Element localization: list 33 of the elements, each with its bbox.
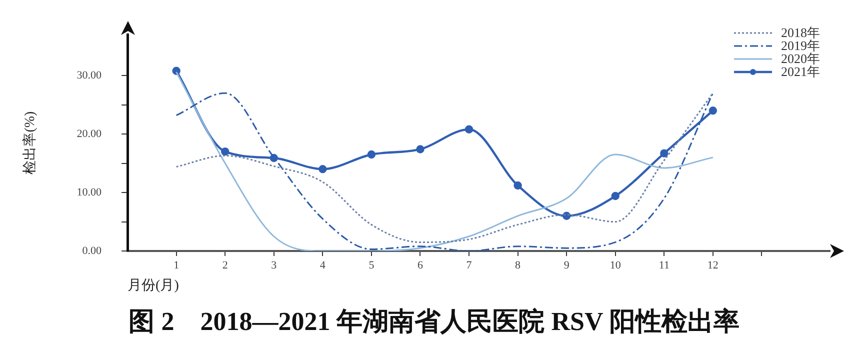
- x-tick-label: 10: [610, 259, 622, 272]
- x-tick-label: 1: [174, 259, 180, 272]
- legend-label: 2019年: [781, 38, 820, 53]
- x-tick-label: 3: [271, 259, 278, 272]
- y-tick-label: 20.00: [76, 128, 102, 140]
- y-tick-label: 10.00: [76, 186, 102, 198]
- point: [464, 125, 474, 134]
- point: [708, 106, 718, 115]
- point: [318, 165, 327, 174]
- point: [367, 150, 376, 159]
- x-tick-label: 2: [222, 259, 228, 272]
- y-axis-title: 检出率(%): [22, 110, 38, 174]
- x-tick-label: 11: [658, 259, 670, 272]
- legend-label: 2018年: [781, 25, 820, 40]
- legend-label: 2020年: [781, 51, 820, 66]
- x-tick-label: 9: [564, 259, 570, 272]
- point: [270, 154, 278, 162]
- y-tick-label: 0.00: [82, 244, 102, 257]
- x-tick-label: 4: [320, 259, 326, 272]
- point: [660, 149, 668, 158]
- x-tick-label: 5: [368, 259, 375, 272]
- x-tick-label: 7: [466, 259, 472, 272]
- y-tick-label: 30.00: [76, 69, 102, 82]
- point: [221, 147, 230, 156]
- text: 图 2 2018—2021 年湖南省人民医院 RSV 阳性检出率: [128, 306, 740, 338]
- x-axis-title: 月份(月): [128, 277, 180, 294]
- x-tick-label: 8: [515, 259, 522, 272]
- x-tick-label: 12: [707, 259, 718, 272]
- point: [514, 181, 522, 190]
- point: [611, 192, 620, 200]
- x-tick-label: 6: [417, 259, 424, 272]
- legend-label: 2021年: [781, 64, 820, 79]
- point: [416, 145, 424, 154]
